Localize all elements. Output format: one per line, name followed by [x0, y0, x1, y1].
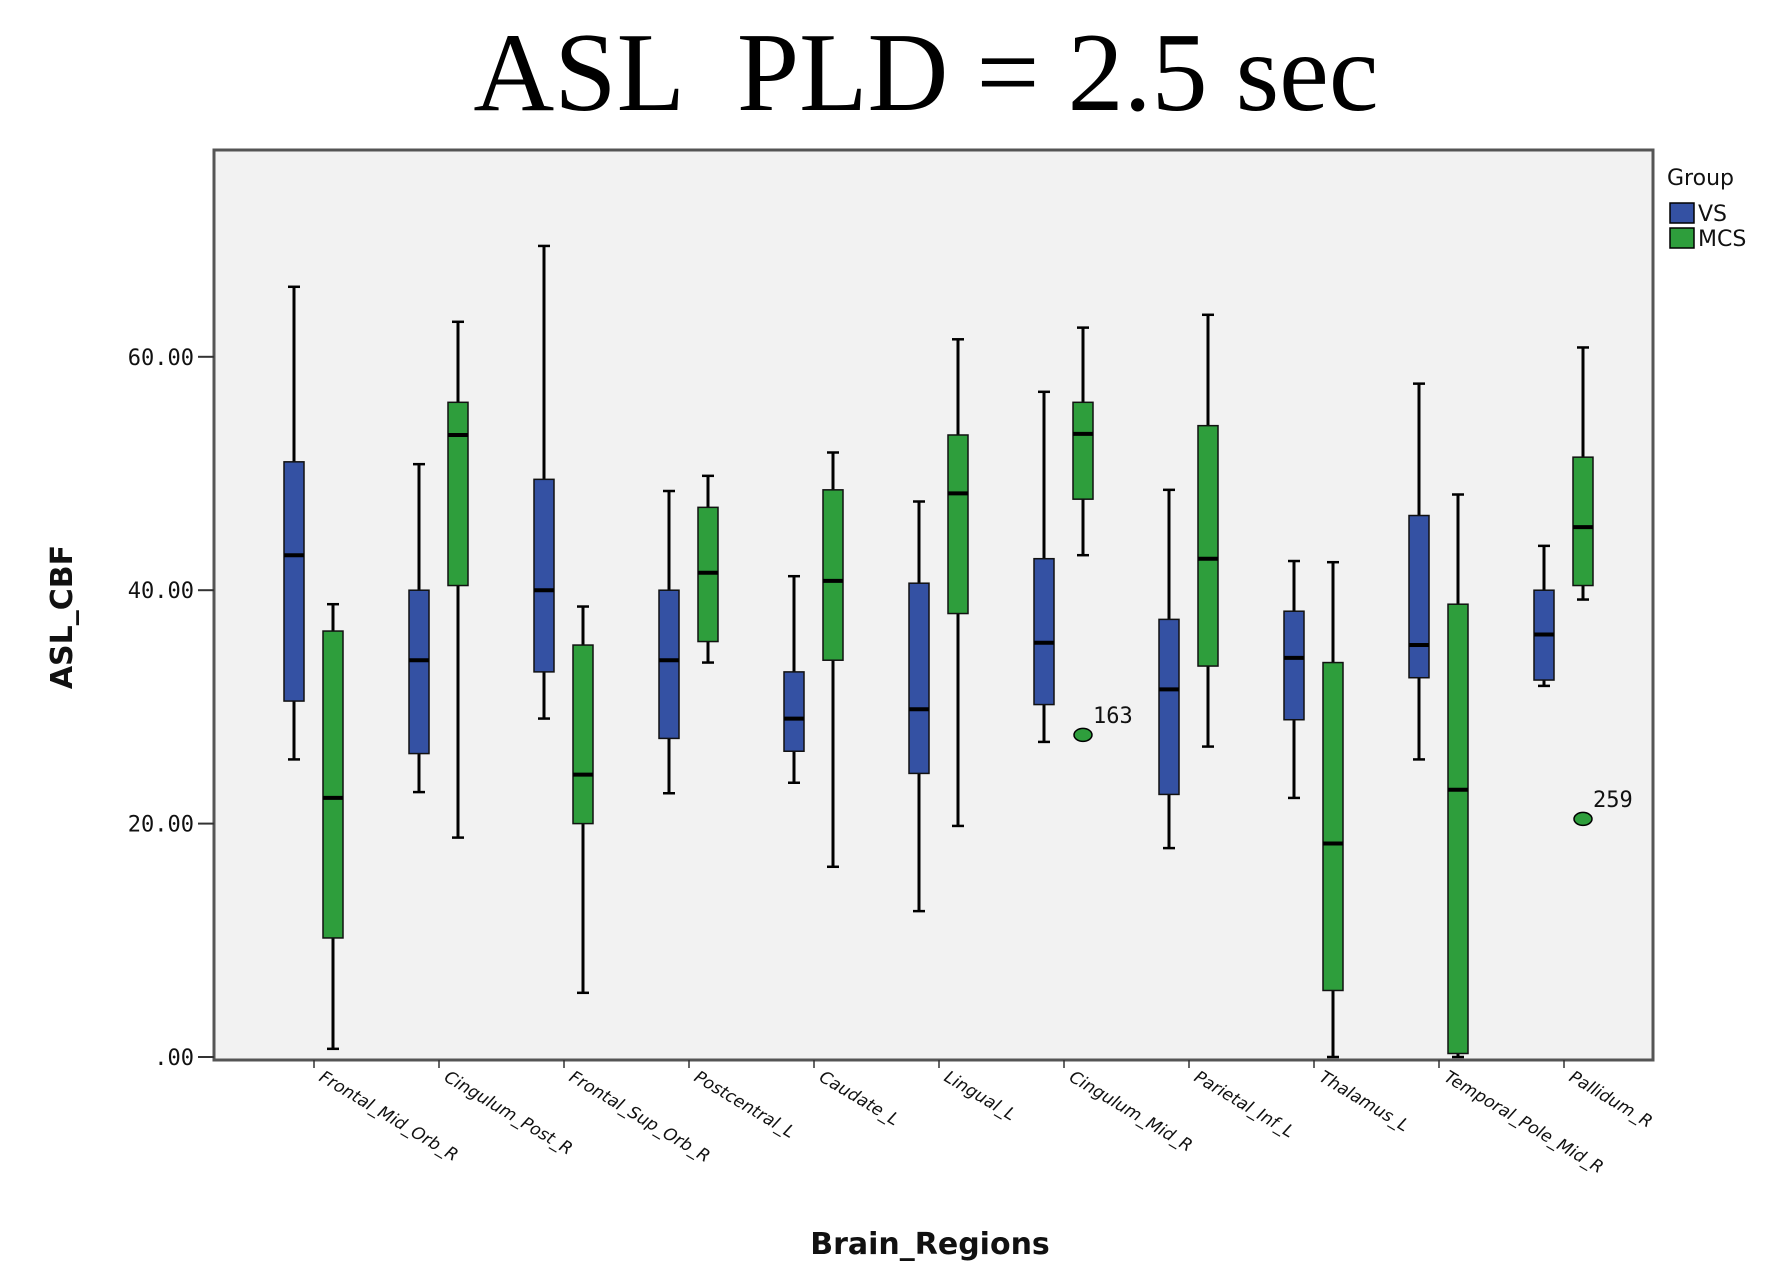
box-mcs: [1197, 313, 1219, 748]
legend-swatch-mcs: [1669, 227, 1695, 249]
x-tick-label: Frontal_Mid_Orb_R: [315, 1067, 461, 1166]
x-axis: Frontal_Mid_Orb_RCingulum_Post_RFrontal_…: [313, 1060, 1656, 1178]
box-mcs: 163: [1072, 326, 1133, 743]
box-layer: 163 259: [283, 244, 1633, 1059]
box-mcs: [947, 338, 969, 828]
y-tick-label: 20.00: [128, 813, 194, 838]
box-mcs: [822, 451, 844, 869]
x-tick-label: Lingual_L: [940, 1067, 1019, 1125]
legend: Group VS MCS: [1667, 166, 1746, 252]
outlier-point: [1573, 811, 1593, 827]
iqr-box: [822, 489, 844, 661]
box-mcs: [1322, 560, 1344, 1059]
iqr-box: [783, 671, 805, 752]
y-axis-title: ASL_CBF: [45, 545, 80, 689]
iqr-box: [408, 589, 430, 755]
box-mcs: [447, 320, 469, 839]
x-axis-title: Brain_Regions: [810, 1227, 1050, 1262]
iqr-box: [1572, 456, 1594, 587]
y-tick-label: .00: [154, 1046, 194, 1071]
iqr-box: [1072, 401, 1094, 500]
iqr-box: [947, 434, 969, 615]
box-vs: [408, 462, 430, 794]
box-vs: [1158, 488, 1180, 850]
box-mcs: [697, 474, 719, 664]
x-tick-label: Pallidum_R: [1565, 1067, 1655, 1132]
box-vs: [1033, 390, 1055, 744]
box-mcs: [1447, 493, 1469, 1059]
legend-swatch-vs: [1669, 202, 1695, 224]
iqr-box: [1197, 424, 1219, 667]
iqr-box: [1158, 618, 1180, 796]
iqr-box: [572, 644, 594, 825]
x-tick-label: Thalamus_L: [1315, 1067, 1412, 1136]
outlier-point: [1073, 727, 1093, 743]
box-vs: [783, 574, 805, 785]
chart-title: ASL PLD = 2.5 sec: [473, 11, 1378, 135]
iqr-box: [1033, 557, 1055, 706]
legend-label-mcs: MCS: [1698, 227, 1746, 252]
iqr-box: [658, 589, 680, 740]
iqr-box: [1408, 514, 1430, 679]
iqr-box: [1447, 603, 1469, 1055]
iqr-box: [533, 478, 555, 673]
x-tick-label: Cingulum_Mid_R: [1065, 1067, 1195, 1156]
box-vs: [283, 285, 305, 761]
y-tick-label: 60.00: [128, 346, 194, 371]
box-vs: [1408, 382, 1430, 761]
outlier-label: 259: [1593, 788, 1633, 813]
box-vs: [1283, 559, 1305, 800]
legend-title: Group: [1667, 166, 1734, 191]
x-tick-label: Caudate_L: [815, 1067, 902, 1130]
box-mcs: [322, 602, 344, 1051]
iqr-box: [908, 582, 930, 775]
box-vs: [908, 500, 930, 913]
iqr-box: [283, 461, 305, 702]
x-tick-label: Cingulum_Post_R: [440, 1067, 575, 1159]
plot-area: [212, 148, 1655, 1062]
iqr-box: [1283, 610, 1305, 721]
box-mcs: [572, 605, 594, 995]
iqr-box: [1322, 661, 1344, 992]
box-vs: [533, 244, 555, 720]
box-mcs: 259: [1572, 346, 1633, 827]
y-tick-label: 40.00: [128, 579, 194, 604]
iqr-box: [447, 401, 469, 587]
x-tick-label: Parietal_Inf_L: [1190, 1067, 1297, 1142]
legend-label-vs: VS: [1698, 202, 1727, 227]
x-tick-label: Postcentral_L: [690, 1067, 798, 1143]
box-vs: [658, 489, 680, 795]
y-axis: .00 20.00 40.00 60.00: [128, 346, 214, 1071]
box-vs: [1533, 544, 1555, 688]
outlier-label: 163: [1093, 704, 1133, 729]
iqr-box: [322, 630, 344, 939]
